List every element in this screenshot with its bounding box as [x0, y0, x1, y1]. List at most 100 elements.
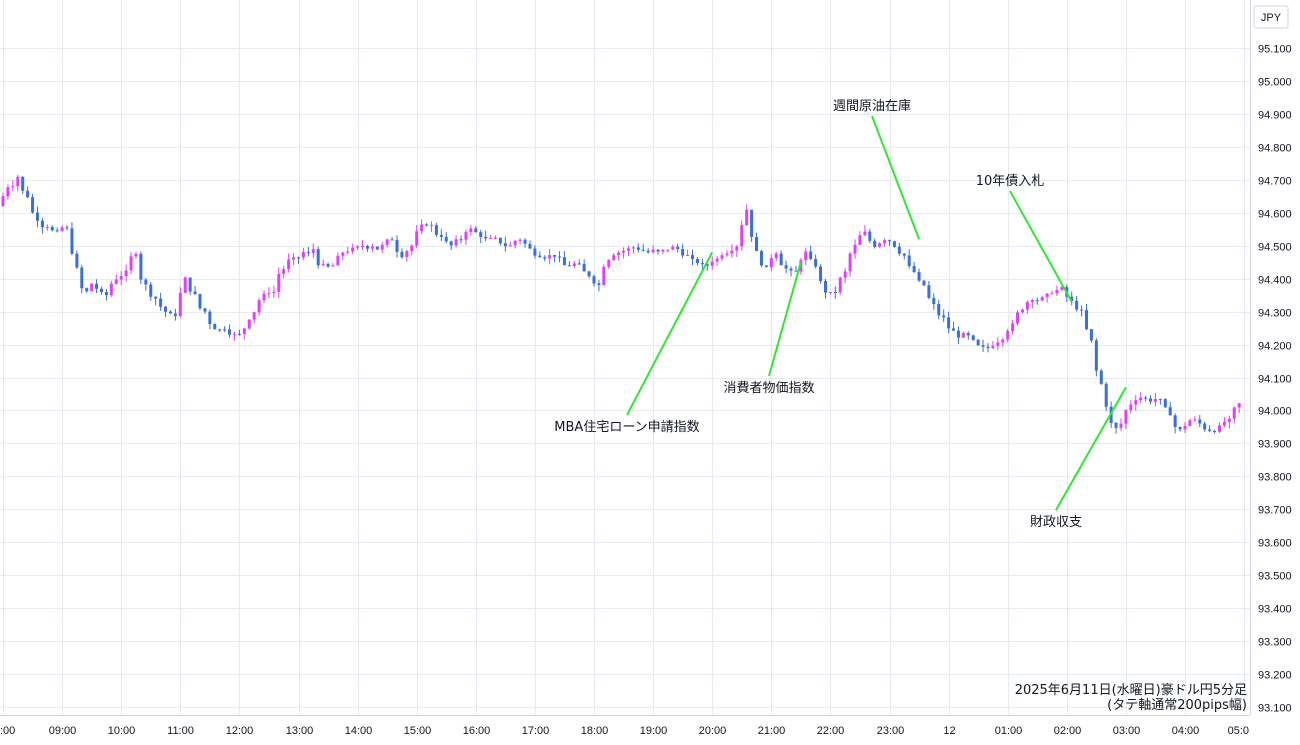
candle [553, 255, 557, 263]
candle [617, 250, 621, 261]
candle [814, 254, 818, 269]
candle [237, 329, 241, 336]
candle [95, 279, 99, 294]
time-tick-label: 14:00 [345, 725, 373, 737]
candle [1178, 426, 1182, 432]
candle [1080, 305, 1084, 317]
candle-body [538, 255, 542, 258]
currency-badge[interactable] [1253, 5, 1289, 29]
candle-body [498, 237, 502, 244]
candle-body [1149, 398, 1153, 402]
candle-body [843, 271, 847, 278]
candle-body [277, 273, 281, 292]
candle-body [247, 319, 251, 329]
candle-body [90, 283, 94, 292]
candle [996, 337, 1000, 351]
candle-body [681, 249, 685, 256]
candle-body [1232, 407, 1236, 419]
candle-body [272, 291, 276, 294]
candle [917, 268, 921, 283]
candle-body [976, 339, 980, 346]
candle [1129, 399, 1133, 414]
candle-body [375, 246, 379, 250]
candle [661, 249, 665, 255]
candle [139, 251, 143, 285]
candle-body [996, 342, 1000, 346]
candle [498, 237, 502, 246]
time-tick-label: 09:00 [49, 725, 77, 737]
candle [710, 256, 714, 270]
candle-body [1158, 399, 1162, 401]
candle [976, 338, 980, 346]
candle [1089, 328, 1093, 343]
annotation-label: 10年債入札 [976, 174, 1045, 189]
candle [65, 225, 69, 231]
annotation-leader-line [626, 251, 714, 416]
candle-body [617, 252, 621, 256]
time-axis[interactable]: :00 09:00 10:00 11:00 12:00 13:00 14:00 15:00 16… [0, 725, 1249, 737]
candle [434, 222, 438, 238]
candle [873, 238, 877, 249]
candle-body [434, 225, 438, 235]
candle-body [109, 283, 113, 296]
candle [16, 174, 20, 192]
candle [888, 239, 891, 246]
candle-body [287, 259, 291, 270]
candle [838, 276, 842, 295]
candle [208, 309, 212, 330]
candle [1099, 368, 1103, 385]
candle-body [582, 263, 586, 272]
candle [986, 343, 990, 353]
candles [1, 174, 1241, 434]
candle-body [1222, 422, 1226, 426]
candle-body [1227, 418, 1231, 423]
candle [937, 299, 941, 320]
candle [469, 224, 473, 236]
candle [380, 241, 384, 254]
candle [6, 184, 10, 200]
candle [848, 251, 852, 277]
candle-body [154, 296, 158, 299]
candle [129, 252, 133, 275]
candle-body [1025, 302, 1029, 310]
candle [228, 324, 232, 338]
candle [764, 265, 768, 268]
candle-body [1217, 425, 1221, 432]
candle-body [1153, 399, 1157, 402]
candle [356, 245, 360, 250]
candle [587, 270, 591, 279]
candle-body [1178, 427, 1182, 430]
candle [1217, 422, 1221, 433]
candle-body [1168, 407, 1172, 416]
candle-body [31, 197, 35, 213]
candle-body [164, 306, 168, 312]
candle-body [878, 243, 882, 247]
candle-body [710, 261, 714, 266]
candle-body [168, 311, 172, 314]
candle-body [292, 257, 296, 260]
candle-body [1198, 419, 1202, 424]
candle-body [942, 315, 946, 318]
candle [213, 322, 217, 330]
candle [828, 291, 832, 295]
candle [232, 331, 236, 341]
candle [1158, 398, 1162, 405]
price-axis[interactable]: 95.100 95.000 94.900 94.800 94.700 94.600 94.5… [1258, 44, 1292, 715]
time-tick-label: 12:00 [226, 725, 254, 737]
candle-body [55, 230, 59, 232]
annotation-leader-line [1055, 386, 1127, 511]
candle [464, 229, 468, 246]
candle-body [252, 312, 256, 320]
candle [750, 209, 754, 242]
candle-body [508, 245, 512, 247]
candle-body [6, 187, 10, 197]
candle [1085, 304, 1088, 331]
candle-body [26, 190, 30, 198]
candle-body [809, 251, 813, 259]
candle [947, 311, 951, 334]
candle-body [144, 279, 148, 285]
candle [164, 305, 168, 317]
candle [725, 250, 729, 257]
price-tick-label: 94.500 [1258, 242, 1292, 254]
